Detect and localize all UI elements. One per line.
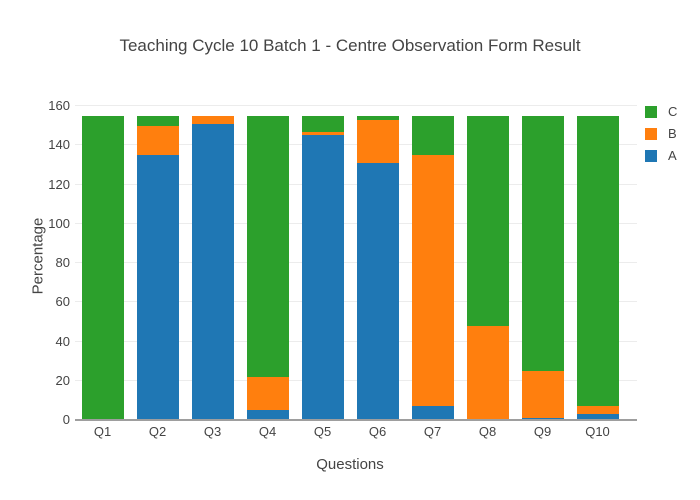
x-tick-label-q3: Q3 <box>203 424 222 439</box>
bar-segment-a-q3[interactable] <box>191 123 234 420</box>
bar-column-q1 <box>81 115 124 420</box>
y-tick-label: 120 <box>48 176 70 192</box>
y-tick-label: 100 <box>48 215 70 231</box>
bar-segment-b-q3[interactable] <box>191 115 234 124</box>
y-axis-tick-labels: 0 20 40 60 80 100 120 140 160 <box>0 98 70 427</box>
x-axis-title: Questions <box>316 456 384 473</box>
bar-column-q2 <box>136 115 179 420</box>
plot-area <box>75 100 637 421</box>
bar-segment-b-q2[interactable] <box>136 125 179 156</box>
bar-segment-c-q4[interactable] <box>246 115 289 377</box>
y-tick-label: 60 <box>55 294 70 310</box>
legend-swatch-b <box>645 127 657 140</box>
x-tick-label-q1: Q1 <box>93 424 112 439</box>
gridline <box>75 183 637 185</box>
x-tick-label-q4: Q4 <box>258 424 277 439</box>
bar-segment-b-q4[interactable] <box>246 376 289 411</box>
bar-segment-b-q9[interactable] <box>521 370 564 418</box>
y-tick-label: 40 <box>55 333 70 349</box>
x-tick-label-q10: Q10 <box>585 424 610 439</box>
y-tick-label: 0 <box>62 412 70 427</box>
x-tick-label-q2: Q2 <box>148 424 167 439</box>
legend-swatch-a <box>645 149 657 162</box>
gridline <box>75 301 637 303</box>
bar-segment-c-q8[interactable] <box>466 115 509 326</box>
x-tick-label-q8: Q8 <box>478 424 497 439</box>
bar-segment-a-q10[interactable] <box>576 414 619 420</box>
bar-segment-b-q8[interactable] <box>466 325 509 420</box>
bar-column-q8 <box>466 115 509 420</box>
x-tick-label-q9: Q9 <box>533 424 552 439</box>
bar-segment-b-q5[interactable] <box>301 131 344 136</box>
y-tick-label: 160 <box>48 98 70 113</box>
legend-label-a: A <box>668 148 677 163</box>
bar-segment-c-q7[interactable] <box>411 115 454 156</box>
gridline <box>75 222 637 224</box>
bar-column-q4 <box>246 115 289 420</box>
legend-label-c: C <box>668 104 678 119</box>
bar-segment-a-q5[interactable] <box>301 135 344 420</box>
y-tick-label: 80 <box>55 255 70 270</box>
bar-segment-b-q10[interactable] <box>576 406 619 415</box>
x-axis-line <box>75 419 637 421</box>
bar-segment-a-q4[interactable] <box>246 410 289 420</box>
y-tick-label: 20 <box>55 372 70 388</box>
x-tick-label-q6: Q6 <box>368 424 387 439</box>
bar-segment-c-q9[interactable] <box>521 115 564 371</box>
bar-segment-c-q6[interactable] <box>356 115 399 120</box>
x-axis-tick-labels: Q1 Q2 Q3 Q4 Q5 Q6 Q7 Q8 Q9 Q10 <box>75 424 625 442</box>
x-tick-label-q5: Q5 <box>313 424 332 439</box>
bar-segment-b-q7[interactable] <box>411 155 454 407</box>
bar-segment-b-q6[interactable] <box>356 119 399 163</box>
gridline <box>75 105 637 106</box>
bar-column-q7 <box>411 115 454 420</box>
bar-segment-c-q5[interactable] <box>301 115 344 132</box>
bar-segment-c-q1[interactable] <box>81 115 124 420</box>
legend-item-c[interactable]: C <box>645 104 677 119</box>
gridline <box>75 262 637 263</box>
gridline <box>75 340 637 342</box>
gridline <box>75 379 637 381</box>
bar-segment-a-q6[interactable] <box>356 162 399 420</box>
legend-label-b: B <box>668 126 677 141</box>
bar-segment-a-q7[interactable] <box>411 406 454 420</box>
bar-column-q5 <box>301 115 344 420</box>
bar-column-q3 <box>191 115 234 420</box>
bar-segment-a-q2[interactable] <box>136 155 179 420</box>
legend-item-b[interactable]: B <box>645 126 677 141</box>
legend-item-a[interactable]: A <box>645 148 677 163</box>
y-tick-label: 140 <box>48 137 70 153</box>
chart-title: Teaching Cycle 10 Batch 1 - Centre Obser… <box>119 36 581 55</box>
bar-segment-c-q2[interactable] <box>136 115 179 126</box>
bar-segment-c-q10[interactable] <box>576 115 619 407</box>
bar-column-q9 <box>521 115 564 420</box>
x-tick-label-q7: Q7 <box>423 424 442 439</box>
legend-swatch-c <box>645 105 657 118</box>
gridline <box>75 144 637 146</box>
bar-column-q10 <box>576 115 619 420</box>
bar-column-q6 <box>356 115 399 420</box>
